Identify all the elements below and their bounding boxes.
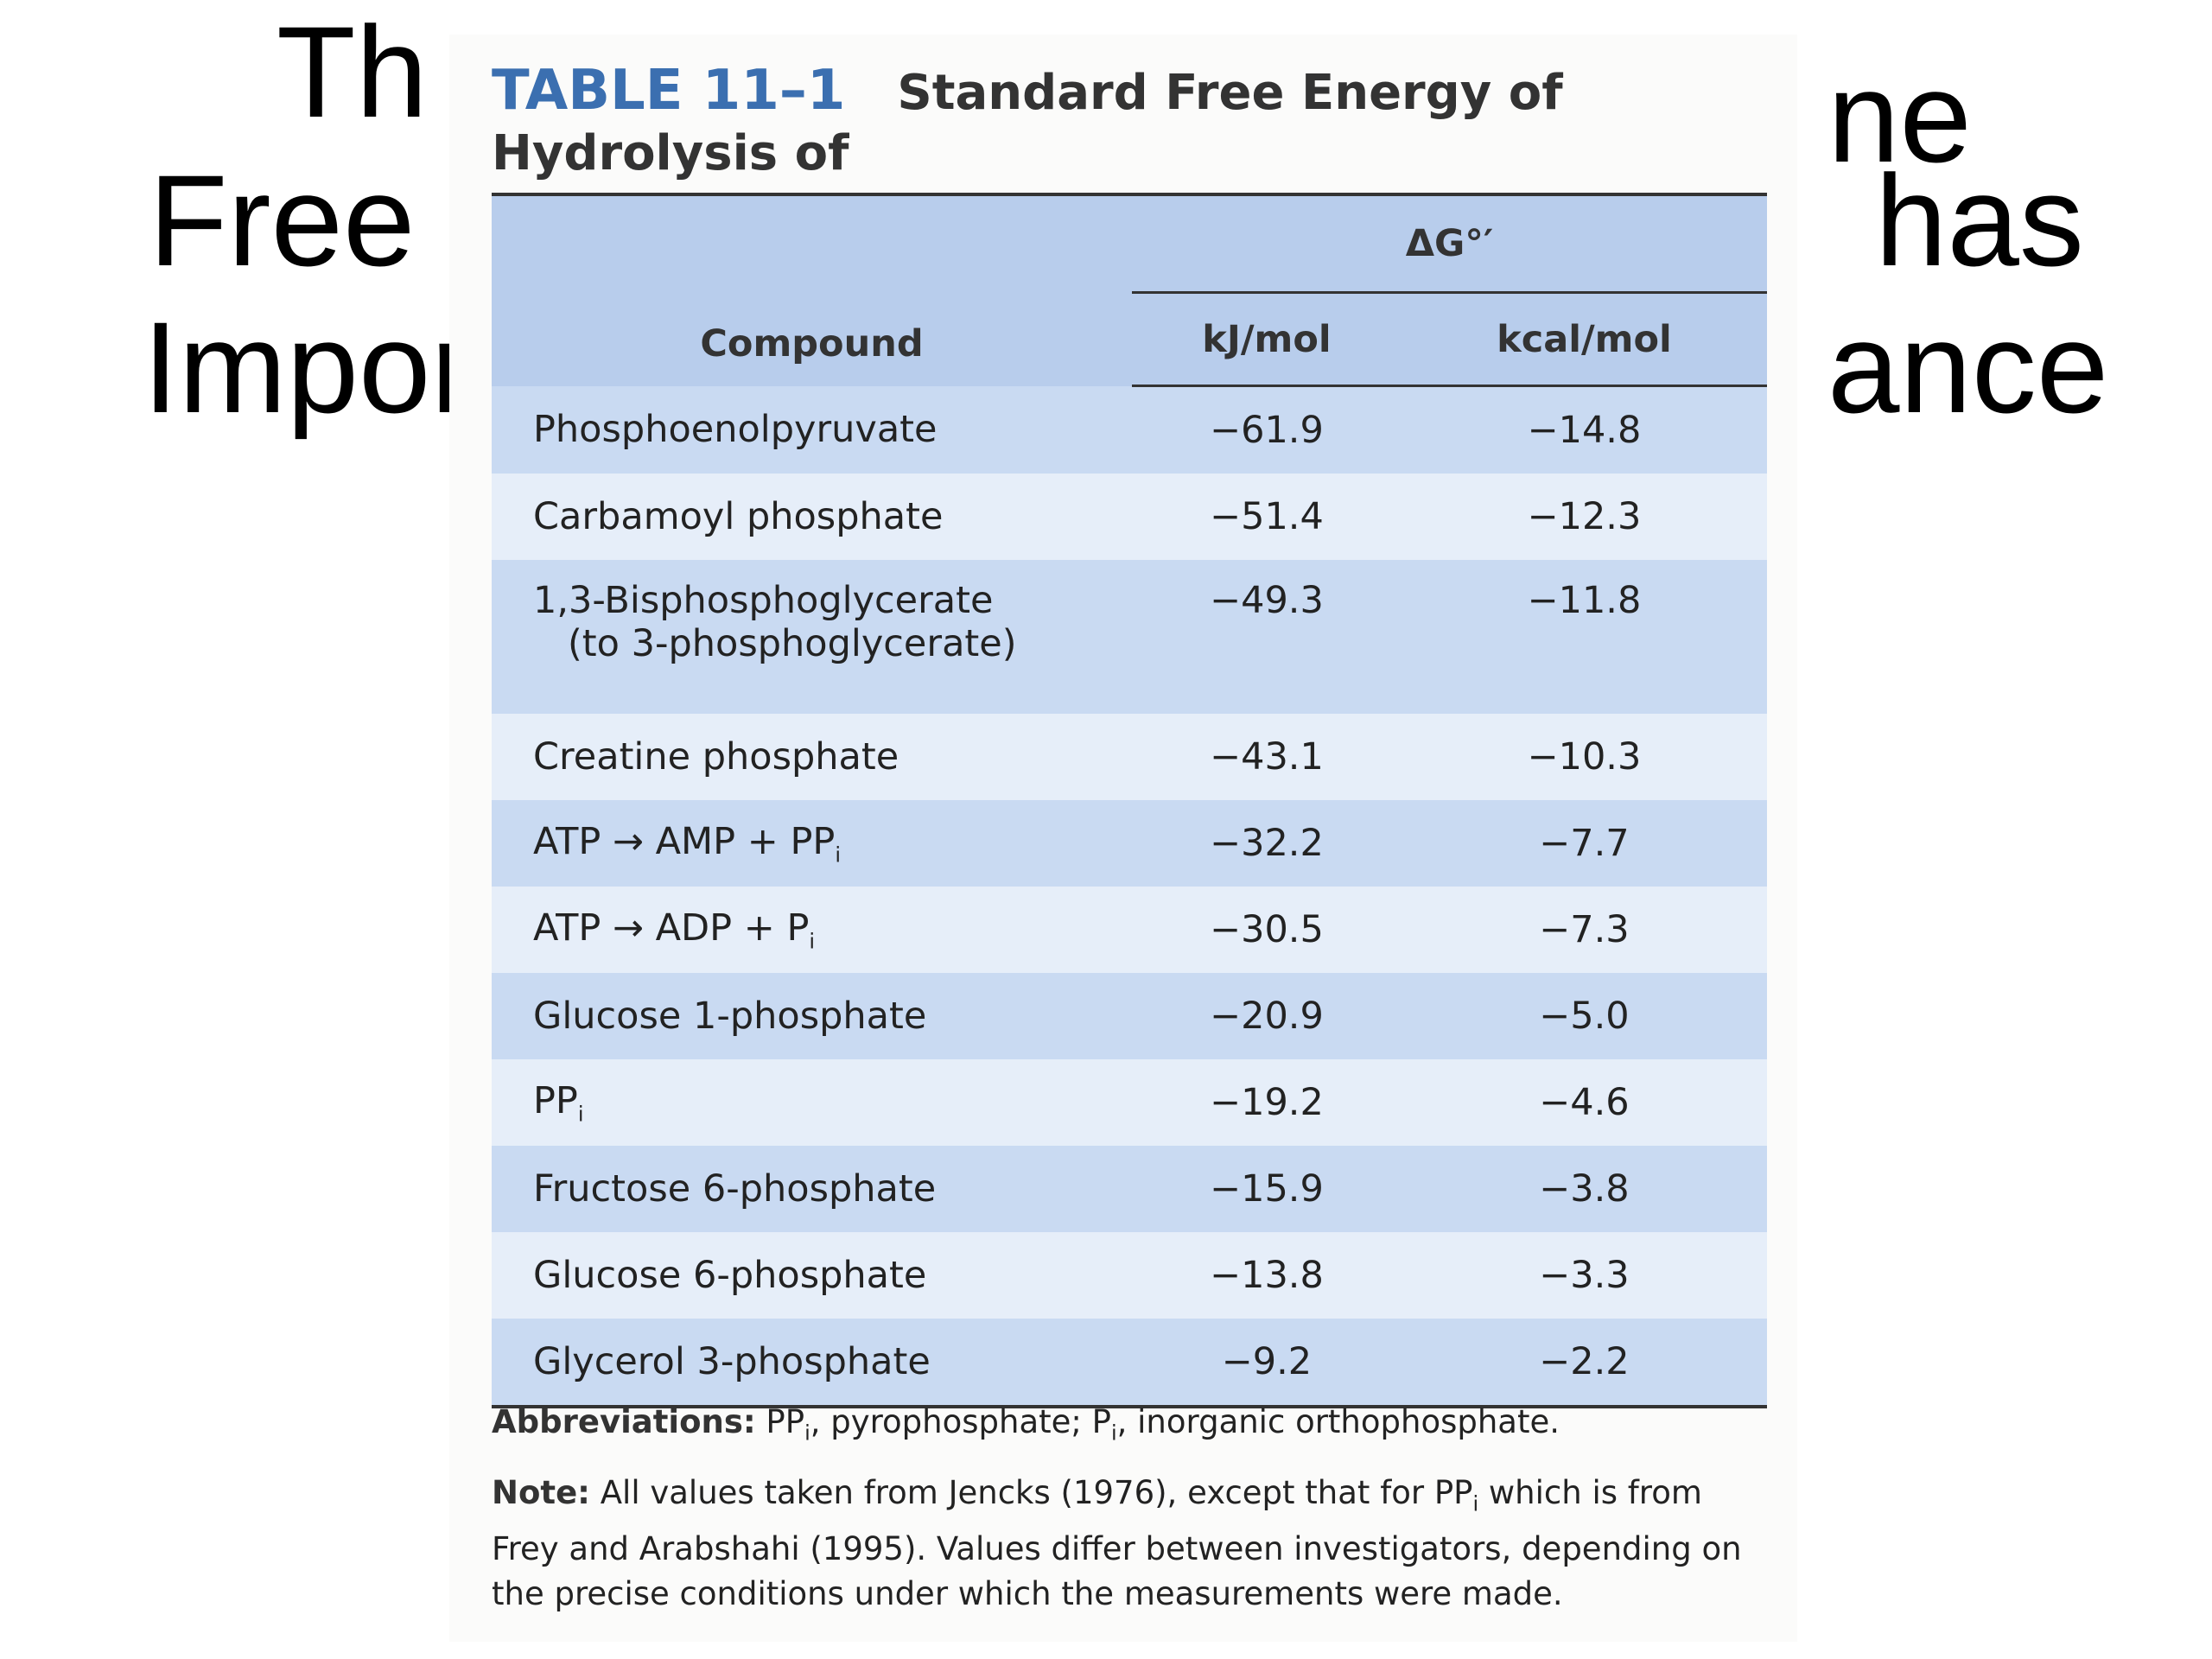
table-title-line: Standard Free Energy of Hydrolysis of	[492, 65, 1563, 181]
compound-name: 1,3-Bisphosphoglycerate	[533, 579, 994, 622]
compound-detail: (to 3-phosphoglycerate)	[568, 622, 1017, 665]
table-label: TABLE 11–1	[492, 59, 846, 123]
value-cell: −61.9	[1210, 409, 1324, 452]
subscript: i	[1110, 1421, 1117, 1446]
footnote: Abbreviations: PPi, pyrophosphate; Pi, i…	[492, 1400, 1767, 1455]
value-cell: −30.5	[1210, 908, 1324, 951]
subscript: i	[804, 1421, 810, 1446]
slide-title-fragment: ance	[1827, 295, 2109, 440]
footnote-text: , pyrophosphate; P	[810, 1403, 1111, 1440]
value-cell: −12.3	[1527, 495, 1642, 538]
value-cell: −3.8	[1539, 1167, 1630, 1211]
compound-cell: ATP → ADP + Pi	[492, 887, 1132, 973]
compound-cell: ATP → AMP + PPi	[492, 800, 1132, 887]
compound-cell: Glucose 6-phosphate	[492, 1232, 1132, 1319]
header-row: Compound ΔG°′	[492, 194, 1767, 386]
table-row: Glucose 6-phosphate −13.8 −3.3	[492, 1232, 1767, 1319]
table-row: PPi −19.2 −4.6	[492, 1059, 1767, 1146]
compound-cell: 1,3-Bisphosphoglycerate (to 3-phosphoglyc…	[492, 560, 1132, 714]
table-row: ATP → ADP + Pi −30.5 −7.3	[492, 887, 1767, 973]
compound-name: Glucose 6-phosphate	[533, 1254, 927, 1297]
subscript: i	[809, 929, 816, 954]
subscript: i	[577, 1102, 584, 1127]
footnotes: Abbreviations: PPi, pyrophosphate; Pi, i…	[492, 1400, 1767, 1632]
value-cell: −11.8	[1527, 579, 1642, 622]
slide-title-fragment: ne	[1827, 44, 1972, 189]
value-cell: −7.7	[1539, 822, 1630, 865]
slide-title-fragment: has	[1875, 148, 2084, 293]
value-cell: −32.2	[1210, 822, 1324, 865]
compound-name: Fructose 6-phosphate	[533, 1167, 937, 1211]
header-row: kJ/mol kcal/mol	[492, 292, 1767, 387]
footnote-text: , inorganic orthophosphate.	[1116, 1403, 1560, 1440]
value-cell: −49.3	[1210, 579, 1324, 622]
slide-title-fragment: Free	[149, 148, 416, 293]
value-cell: −10.3	[1527, 735, 1642, 779]
table-row: ATP → AMP + PPi −32.2 −7.7	[492, 800, 1767, 887]
footnote-label: Abbreviations:	[492, 1403, 756, 1440]
compound-name: Creatine phosphate	[533, 735, 899, 779]
footnote-text: All values taken from Jencks (1976), exc…	[589, 1474, 1473, 1512]
value-cell: −9.2	[1221, 1340, 1313, 1383]
header-column: kcal/mol	[1401, 292, 1767, 387]
value-cell: −51.4	[1210, 495, 1324, 538]
compound-name: Glycerol 3-phosphate	[533, 1340, 931, 1383]
compound-name: Phosphoenolpyruvate	[533, 408, 938, 452]
value-cell: −43.1	[1210, 735, 1324, 779]
table-row: Glucose 1-phosphate −20.9 −5.0	[492, 973, 1767, 1059]
compound-cell: Carbamoyl phosphate	[492, 474, 1132, 560]
compound-cell: Glycerol 3-phosphate	[492, 1319, 1132, 1407]
header-column: kJ/mol	[1132, 292, 1402, 387]
value-cell: −7.3	[1539, 908, 1630, 951]
table-row: Carbamoyl phosphate −51.4 −12.3	[492, 474, 1767, 560]
compound-cell: Phosphoenolpyruvate	[492, 386, 1132, 474]
value-cell: −2.2	[1539, 1340, 1630, 1383]
data-table: Compound ΔG°′ kJ/mol kcal/mol Phosphoenolpyr…	[492, 193, 1767, 1408]
compound-cell: Fructose 6-phosphate	[492, 1146, 1132, 1232]
value-cell: −4.6	[1539, 1081, 1630, 1124]
value-cell: −14.8	[1527, 409, 1642, 452]
footnote: Note: All values taken from Jencks (1976…	[492, 1471, 1767, 1616]
footnote-text: PP	[755, 1403, 805, 1440]
compound-cell: Glucose 1-phosphate	[492, 973, 1132, 1059]
compound-name: ATP → ADP + P	[533, 906, 810, 950]
subscript: i	[1472, 1491, 1479, 1516]
compound-name: ATP → AMP + PP	[533, 819, 836, 863]
footnote-label: Note:	[492, 1474, 590, 1512]
value-cell: −19.2	[1210, 1081, 1324, 1124]
compound-name: PP	[533, 1078, 578, 1122]
footnote-text: which is from Frey and Arabshahi (1995).…	[492, 1474, 1742, 1612]
compound-cell: PPi	[492, 1059, 1132, 1146]
compound-name: Glucose 1-phosphate	[533, 995, 927, 1038]
table-row: 1,3-Bisphosphoglycerate (to 3-phosphoglyc…	[492, 560, 1767, 714]
header-compound: Compound	[492, 194, 1132, 386]
table-row: Phosphoenolpyruvate −61.9 −14.8	[492, 385, 1767, 474]
table-row: Glycerol 3-phosphate −9.2 −2.2	[492, 1319, 1767, 1407]
subscript: i	[835, 842, 841, 868]
value-cell: −3.3	[1539, 1254, 1630, 1297]
table-row: Fructose 6-phosphate −15.9 −3.8	[492, 1146, 1767, 1232]
value-cell: −15.9	[1210, 1167, 1324, 1211]
slide-title-fragment: Impor	[143, 295, 474, 440]
slide-title-fragment: Th	[276, 0, 429, 144]
value-cell: −20.9	[1210, 995, 1324, 1038]
table-row: Creatine phosphate −43.1 −10.3	[492, 714, 1767, 800]
value-cell: −13.8	[1210, 1254, 1324, 1297]
value-cell: −5.0	[1539, 995, 1630, 1038]
compound-cell: Creatine phosphate	[492, 714, 1132, 800]
compound-name: Carbamoyl phosphate	[533, 495, 944, 538]
header-group: ΔG°′	[1132, 194, 1767, 294]
